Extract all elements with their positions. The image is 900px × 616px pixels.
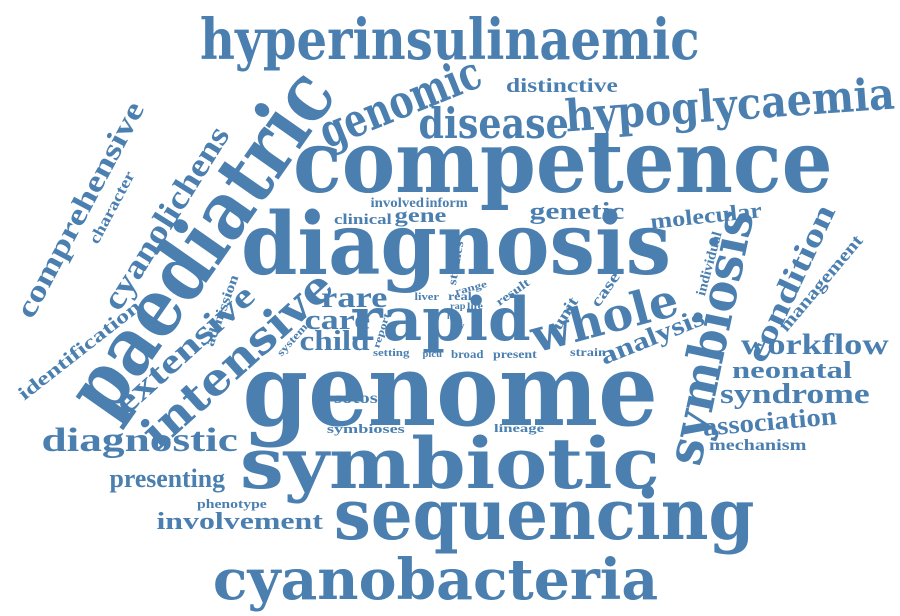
word-liver: liver [413,292,439,303]
word-neonatal: neonatal [731,358,853,384]
word-rapid: rapid [349,285,531,355]
word-involved: involved [370,196,424,211]
word-sotos: sotos [334,390,378,407]
word-care: care [304,305,370,336]
word-clinical: clinical [334,211,392,228]
word-symbiotic: symbiotic [240,422,660,505]
word-cyanobacteria: cyanobacteria [212,547,658,613]
word-life: life [467,300,483,311]
word-hyperinsulinaemic: hyperinsulinaemic [200,7,700,73]
word-setting: setting [372,348,410,359]
word-broad: broad [450,347,484,361]
word-lineage: lineage [493,421,545,435]
word-symbioses: symbioses [326,420,405,436]
word-rare: rare [320,281,388,314]
word-diagnostic: diagnostic [40,422,238,459]
word-picu: picu [422,348,442,359]
word-workflow: workflow [741,328,889,361]
word-last: last [446,312,462,321]
word-present: present [493,347,537,361]
word-syndrome: syndrome [720,379,870,410]
word-disease: disease [418,99,569,148]
word-mechanism: mechanism [708,437,806,454]
word-gene: gene [394,205,446,227]
word-diagnosis: diagnosis [240,194,672,295]
word-involvement: involvement [155,509,323,535]
word-rap: rap [450,300,466,311]
word-genetic: genetic [529,199,625,225]
word-genome: genome [242,331,658,449]
word-phenotype: phenotype [197,495,267,511]
word-day: day [449,321,465,330]
word-distinctive: distinctive [506,75,618,97]
word-sequencing: sequencing [333,473,755,556]
word-strain: strain [570,345,606,359]
word-competence: competence [292,112,833,213]
word-real: real [448,289,472,303]
word-child: child [298,326,370,357]
word-inform: inform [425,196,468,211]
word-presenting: presenting [109,464,225,493]
